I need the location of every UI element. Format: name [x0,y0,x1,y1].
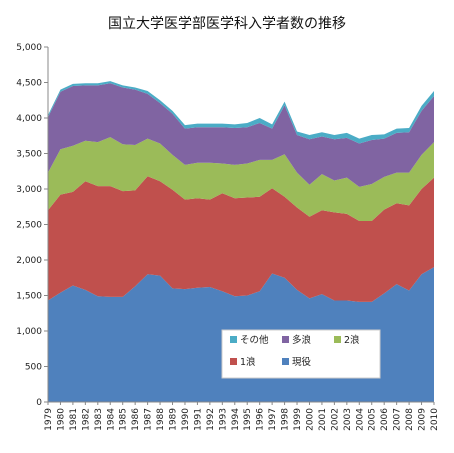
legend-swatch-4 [230,336,237,343]
x-tick-label: 1990 [181,408,191,431]
x-tick-label: 1997 [268,408,278,431]
y-tick-labels: 0 500 1,000 1,500 2,000 2,500 3,000 3,500 4,000 4… [16,43,48,408]
x-tick-label: 1998 [281,408,291,431]
x-tick-label: 1988 [156,408,166,431]
y-tick-label: 2,500 [16,221,42,231]
y-tick-label: 4,000 [16,114,42,124]
y-tick-label: 2,000 [16,256,42,266]
x-tick-label: 2002 [330,408,340,431]
legend-box [221,329,381,379]
y-tick-label: 3,500 [16,150,42,160]
area-series-1 [48,176,434,302]
legend: その他 多浪 2浪 1浪 現役 [221,329,381,379]
x-tick-label: 1986 [131,408,141,431]
legend-swatch-2 [334,336,341,343]
y-tick-label: 4,500 [16,79,42,89]
x-tick-label: 2009 [418,408,428,431]
legend-label-4: その他 [240,334,269,346]
x-tick-label: 1981 [69,408,79,431]
x-tick-label: 2010 [430,408,440,431]
y-tick-label: 5,000 [16,43,42,53]
x-tick-label: 1995 [243,408,253,431]
x-tick-labels: 1979 1980 1981 1982 1983 1984 1985 1986 1987 1988… [44,402,440,431]
y-tick-label: 0 [36,398,42,408]
legend-swatch-0 [282,358,289,365]
legend-label-1: 1浪 [240,356,256,368]
legend-swatch-1 [230,358,237,365]
chart-title: 国立大学医学部医学科入学者数の推移 [108,16,346,32]
legend-label-3: 多浪 [292,334,312,346]
area-series-group [48,81,434,402]
x-tick-label: 1999 [293,408,303,431]
y-tick-label: 3,000 [16,185,42,195]
y-tick-label: 500 [25,363,42,373]
x-tick-label: 2007 [393,408,403,431]
x-tick-label: 1991 [193,408,203,431]
legend-swatch-3 [282,336,289,343]
x-tick-label: 2006 [380,408,390,431]
x-tick-label: 2000 [305,408,315,431]
x-tick-label: 1980 [56,408,66,431]
x-tick-label: 1993 [218,408,228,431]
x-tick-label: 1983 [94,408,104,431]
area-series-2 [48,137,434,221]
x-tick-label: 2003 [343,408,353,431]
area-series-3 [48,83,434,187]
x-tick-label: 1985 [119,408,129,431]
x-tick-label: 2001 [318,408,328,431]
x-tick-label: 2004 [355,408,365,431]
x-tick-label: 1987 [144,408,154,431]
x-tick-label: 1992 [206,408,216,431]
x-tick-label: 2008 [405,408,415,431]
y-tick-label: 1,000 [16,327,42,337]
legend-label-0: 現役 [292,356,312,368]
x-tick-label: 1989 [169,408,179,431]
x-tick-label: 1996 [256,408,266,431]
legend-label-2: 2浪 [344,334,360,346]
x-tick-label: 1994 [231,408,241,431]
x-tick-label: 2005 [368,408,378,431]
y-tick-label: 1,500 [16,292,42,302]
x-tick-label: 1982 [81,408,91,431]
x-tick-label: 1984 [106,408,116,431]
x-tick-label: 1979 [44,408,54,431]
